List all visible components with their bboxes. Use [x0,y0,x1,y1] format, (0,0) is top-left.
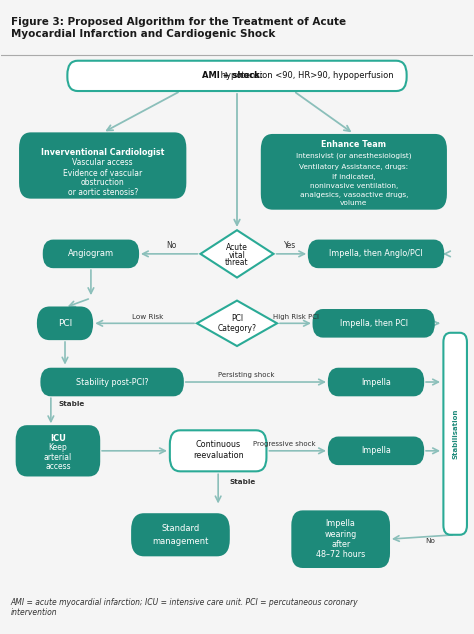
Text: Progressive shock: Progressive shock [253,441,315,447]
Text: Stabilisation: Stabilisation [452,408,458,459]
Text: PCI: PCI [231,314,243,323]
FancyBboxPatch shape [309,241,443,267]
FancyBboxPatch shape [261,134,447,210]
Text: Vascular access: Vascular access [73,158,133,167]
Text: High Risk PCI: High Risk PCI [273,314,319,320]
Text: arterial: arterial [44,453,72,462]
Text: hypotension <90, HR>90, hypoperfusion: hypotension <90, HR>90, hypoperfusion [218,72,393,81]
FancyBboxPatch shape [41,369,183,395]
Text: noninvasive ventilation,: noninvasive ventilation, [310,183,398,189]
Text: Evidence of vascular: Evidence of vascular [63,169,142,178]
Text: PCI: PCI [58,319,72,328]
Text: vital: vital [228,250,246,260]
Text: Inverventional Cardiologist: Inverventional Cardiologist [41,148,164,157]
Text: Impella: Impella [361,377,391,387]
Text: Stable: Stable [59,401,85,407]
Text: Category?: Category? [218,325,256,333]
FancyBboxPatch shape [132,514,229,555]
Text: analgesics, vasoactive drugs,: analgesics, vasoactive drugs, [300,191,408,198]
Text: 48–72 hours: 48–72 hours [316,550,365,559]
Text: If indicated,: If indicated, [332,174,375,180]
Text: No: No [166,241,176,250]
Text: obstruction: obstruction [81,178,125,187]
FancyBboxPatch shape [292,512,389,567]
FancyBboxPatch shape [19,133,186,198]
Text: reevaluation: reevaluation [193,451,244,460]
Text: AMI + shock:: AMI + shock: [202,72,263,81]
Text: Persisting shock: Persisting shock [218,372,274,378]
Text: Stable: Stable [230,479,256,485]
FancyBboxPatch shape [329,369,423,395]
Text: Low Risk: Low Risk [132,314,163,320]
Text: Impella: Impella [361,446,391,455]
FancyBboxPatch shape [38,307,92,339]
Text: Standard: Standard [161,524,200,533]
Text: Acute: Acute [226,243,248,252]
Text: access: access [45,462,71,471]
Text: Impella, then Anglo/PCI: Impella, then Anglo/PCI [329,249,423,259]
FancyBboxPatch shape [44,241,138,267]
FancyBboxPatch shape [17,426,99,476]
Text: volume: volume [340,200,367,207]
Text: Impella: Impella [326,519,356,528]
Text: Impella, then PCI: Impella, then PCI [340,319,408,328]
FancyBboxPatch shape [329,437,423,464]
Text: Continuous: Continuous [196,440,241,449]
Text: wearing: wearing [325,529,357,539]
Text: Intensivist (or anesthesiologist): Intensivist (or anesthesiologist) [296,153,412,159]
Text: or aortic stenosis?: or aortic stenosis? [68,188,138,197]
FancyBboxPatch shape [67,61,407,91]
Text: management: management [152,536,209,546]
Text: Figure 3: Proposed Algorithm for the Treatment of Acute
Myocardial Infarction an: Figure 3: Proposed Algorithm for the Tre… [11,17,346,39]
FancyBboxPatch shape [170,430,266,471]
Text: Ventilatory Assistance, drugs:: Ventilatory Assistance, drugs: [299,164,409,170]
FancyBboxPatch shape [443,333,467,534]
Text: threat: threat [225,258,249,267]
Text: Stability post-PCI?: Stability post-PCI? [76,377,148,387]
Polygon shape [201,230,273,278]
Text: AMI = acute myocardial infarction; ICU = intensive care unit. PCI = percutaneous: AMI = acute myocardial infarction; ICU =… [11,598,358,618]
Text: ICU: ICU [50,434,66,443]
Text: Enhance Team: Enhance Team [321,139,386,148]
Text: Angiogram: Angiogram [68,249,114,259]
Polygon shape [197,301,277,346]
Text: Yes: Yes [283,241,296,250]
Text: Keep: Keep [48,443,67,452]
FancyBboxPatch shape [314,310,434,337]
Text: after: after [331,540,350,549]
Text: No: No [425,538,435,544]
